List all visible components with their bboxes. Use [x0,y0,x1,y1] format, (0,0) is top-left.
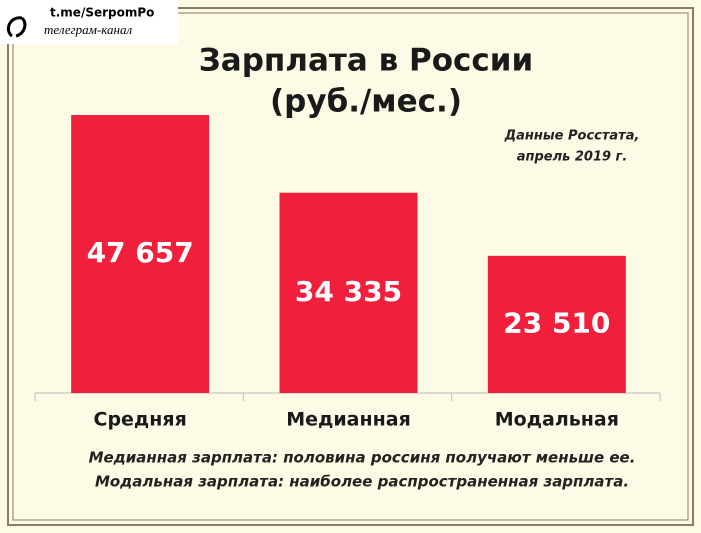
chart-subtitle: (руб./мес.) [270,84,462,120]
x-tick-label: Средняя [94,409,187,431]
bar [279,192,418,393]
watermark-caption: телеграм-канал [44,22,133,37]
x-tick-label: Модальная [495,409,619,431]
value-label: 23 510 [503,306,610,339]
watermark-box [0,0,178,44]
bar [487,255,626,393]
chart-title: Зарплата в России [199,43,533,79]
watermark-logo [6,16,27,38]
frame [7,7,694,526]
annotation: апрель 2019 г. [517,150,628,165]
value-label: 34 335 [295,275,402,308]
x-tick-label: Медианная [286,409,411,431]
watermark-link: t.me/SerpomPo [50,6,154,20]
frame-inner [12,12,689,521]
annotation: Данные Росстата, [504,129,640,144]
bar [71,115,210,393]
note: Модальная зарплата: наиболее распростран… [95,473,629,491]
value-label: 47 657 [87,236,194,269]
note: Медианная зарплата: половина россиня пол… [89,449,636,467]
